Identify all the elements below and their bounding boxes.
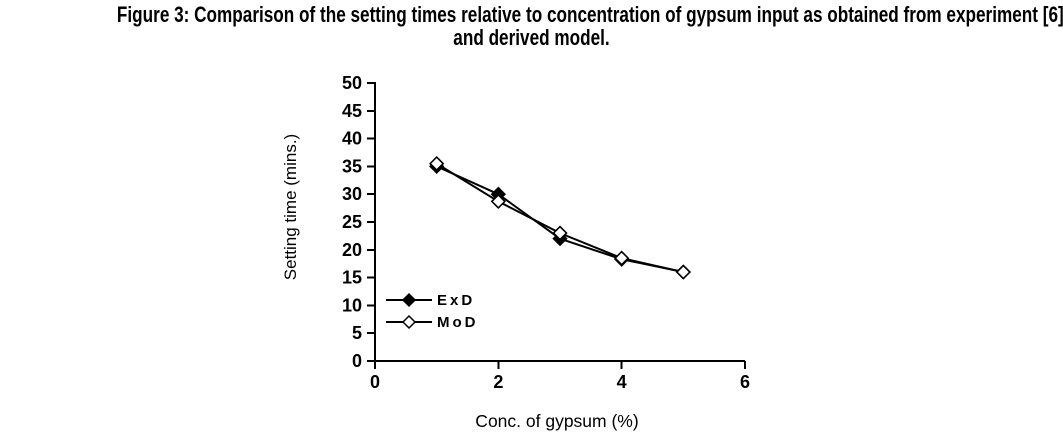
data-point-mod xyxy=(490,193,506,210)
open-diamond-marker-icon xyxy=(386,314,432,330)
y-tick-label: 5 xyxy=(352,323,362,343)
x-tick-label: 4 xyxy=(617,372,627,392)
y-tick-label: 50 xyxy=(342,73,362,93)
y-tick-label: 30 xyxy=(342,184,362,204)
data-point-mod xyxy=(675,264,691,280)
data-point-mod xyxy=(552,225,568,241)
x-tick-label: 0 xyxy=(370,372,380,392)
y-tick-label: 15 xyxy=(342,268,362,288)
filled-diamond-marker-icon xyxy=(386,292,432,308)
figure-caption: Figure 3: Comparison of the setting time… xyxy=(116,2,1063,50)
legend-label-exd: ExD xyxy=(437,291,476,309)
series-line-mod xyxy=(435,162,685,274)
data-point-mod xyxy=(429,155,445,172)
series-line-exd xyxy=(435,165,685,274)
legend-entry-exd: ExD xyxy=(386,289,479,311)
data-point-mod xyxy=(614,250,630,266)
y-tick-label: 25 xyxy=(342,212,362,232)
y-tick-label: 0 xyxy=(352,351,362,371)
y-tick-label: 10 xyxy=(342,295,362,315)
legend-entry-mod: MoD xyxy=(386,311,479,333)
x-axis-title: Conc. of gypsum (%) xyxy=(475,411,639,431)
y-tick-label: 40 xyxy=(342,129,362,149)
y-tick-label: 20 xyxy=(342,240,362,260)
chart-legend: ExD MoD xyxy=(386,289,479,333)
figure-caption-line-2: and derived model. xyxy=(453,25,610,50)
y-tick-label: 45 xyxy=(342,101,362,121)
figure-caption-line-1: Figure 3: Comparison of the setting time… xyxy=(116,2,1063,27)
legend-label-mod: MoD xyxy=(437,313,479,331)
x-tick-label: 2 xyxy=(493,372,503,392)
x-tick-label: 6 xyxy=(740,372,750,392)
y-tick-label: 35 xyxy=(342,156,362,176)
y-axis-title: Setting time (mins.) xyxy=(281,133,300,281)
